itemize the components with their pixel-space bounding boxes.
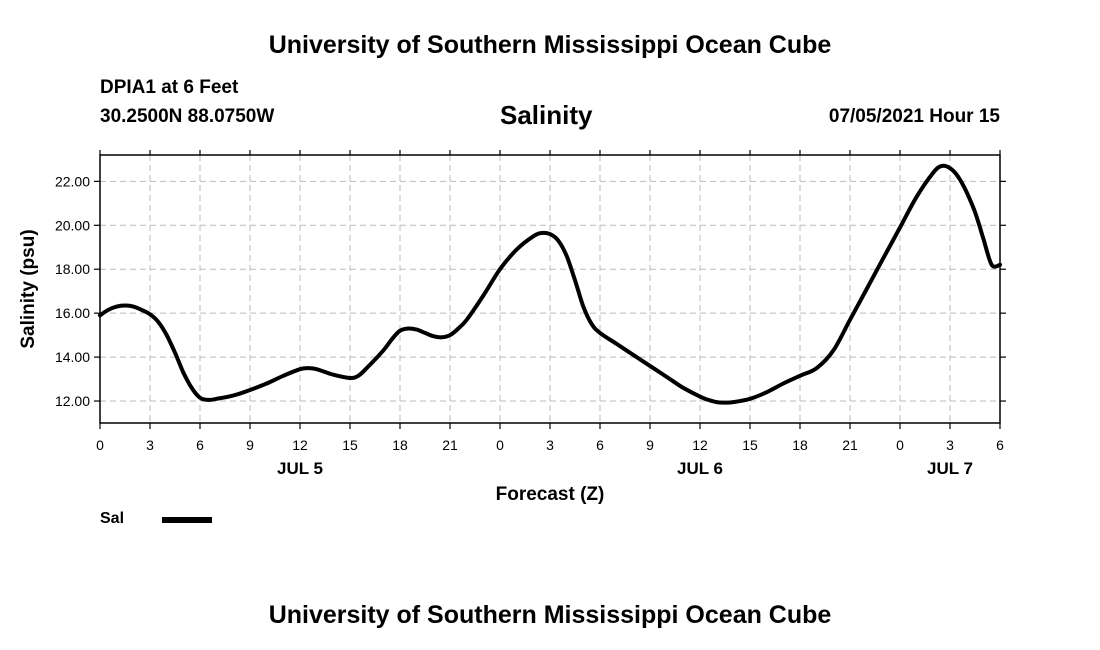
variable-title: Salinity xyxy=(500,100,593,130)
legend-label: Sal xyxy=(100,510,125,527)
day-label: JUL 5 xyxy=(277,459,323,478)
x-tick-label: 12 xyxy=(692,437,708,453)
x-tick-label: 6 xyxy=(196,437,204,453)
y-tick-label: 20.00 xyxy=(55,217,90,233)
x-tick-label: 15 xyxy=(742,437,758,453)
x-tick-label: 18 xyxy=(792,437,808,453)
y-tick-label: 18.00 xyxy=(55,261,90,277)
x-tick-label: 9 xyxy=(246,437,254,453)
x-tick-label: 6 xyxy=(596,437,604,453)
x-axis-title: Forecast (Z) xyxy=(496,484,605,505)
y-tick-label: 22.00 xyxy=(55,173,90,189)
x-tick-label: 21 xyxy=(842,437,858,453)
x-axis: 0 3 6 9 12 15 18 21 0 3 6 9 12 15 18 21 0 3 6 xyxy=(96,150,1004,453)
station-label: DPIA1 at 6 Feet xyxy=(100,77,239,98)
day-label: JUL 7 xyxy=(927,459,973,478)
x-tick-label: 15 xyxy=(342,437,358,453)
x-tick-label: 6 xyxy=(996,437,1004,453)
day-labels: JUL 5 JUL 6 JUL 7 xyxy=(277,459,973,478)
y-tick-label: 12.00 xyxy=(55,393,90,409)
chart-title-bottom: University of Southern Mississippi Ocean… xyxy=(268,601,832,629)
x-tick-label: 18 xyxy=(392,437,408,453)
x-tick-label: 9 xyxy=(646,437,654,453)
x-tick-label: 12 xyxy=(292,437,308,453)
day-label: JUL 6 xyxy=(677,459,723,478)
x-tick-label: 3 xyxy=(946,437,954,453)
timestamp-label: 07/05/2021 Hour 15 xyxy=(828,106,1000,127)
x-tick-label: 0 xyxy=(96,437,104,453)
x-tick-label: 21 xyxy=(442,437,458,453)
grid-lines xyxy=(100,155,1000,423)
y-axis-title: Salinity (psu) xyxy=(18,229,39,348)
y-tick-label: 14.00 xyxy=(55,349,90,365)
coordinates-label: 30.2500N 88.0750W xyxy=(100,106,275,127)
chart-title-top: University of Southern Mississippi Ocean… xyxy=(268,31,832,59)
salinity-series-line xyxy=(98,163,1002,405)
x-tick-label: 0 xyxy=(896,437,904,453)
y-tick-label: 16.00 xyxy=(55,305,90,321)
plot-frame xyxy=(99,154,1001,424)
x-tick-label: 3 xyxy=(146,437,154,453)
y-axis: 12.00 14.00 16.00 18.00 20.00 22.00 xyxy=(55,173,1006,409)
x-tick-label: 0 xyxy=(496,437,504,453)
x-tick-label: 3 xyxy=(546,437,554,453)
